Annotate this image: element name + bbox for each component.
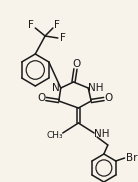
Text: Br: Br [126,153,137,163]
Text: O: O [37,93,45,103]
Text: O: O [105,93,113,103]
Text: O: O [72,59,81,69]
Text: CH₃: CH₃ [47,132,63,141]
Text: NH: NH [88,83,104,93]
Text: F: F [60,33,66,43]
Text: N: N [52,83,60,93]
Text: F: F [54,20,60,30]
Text: F: F [28,20,34,30]
Text: NH: NH [94,129,110,139]
